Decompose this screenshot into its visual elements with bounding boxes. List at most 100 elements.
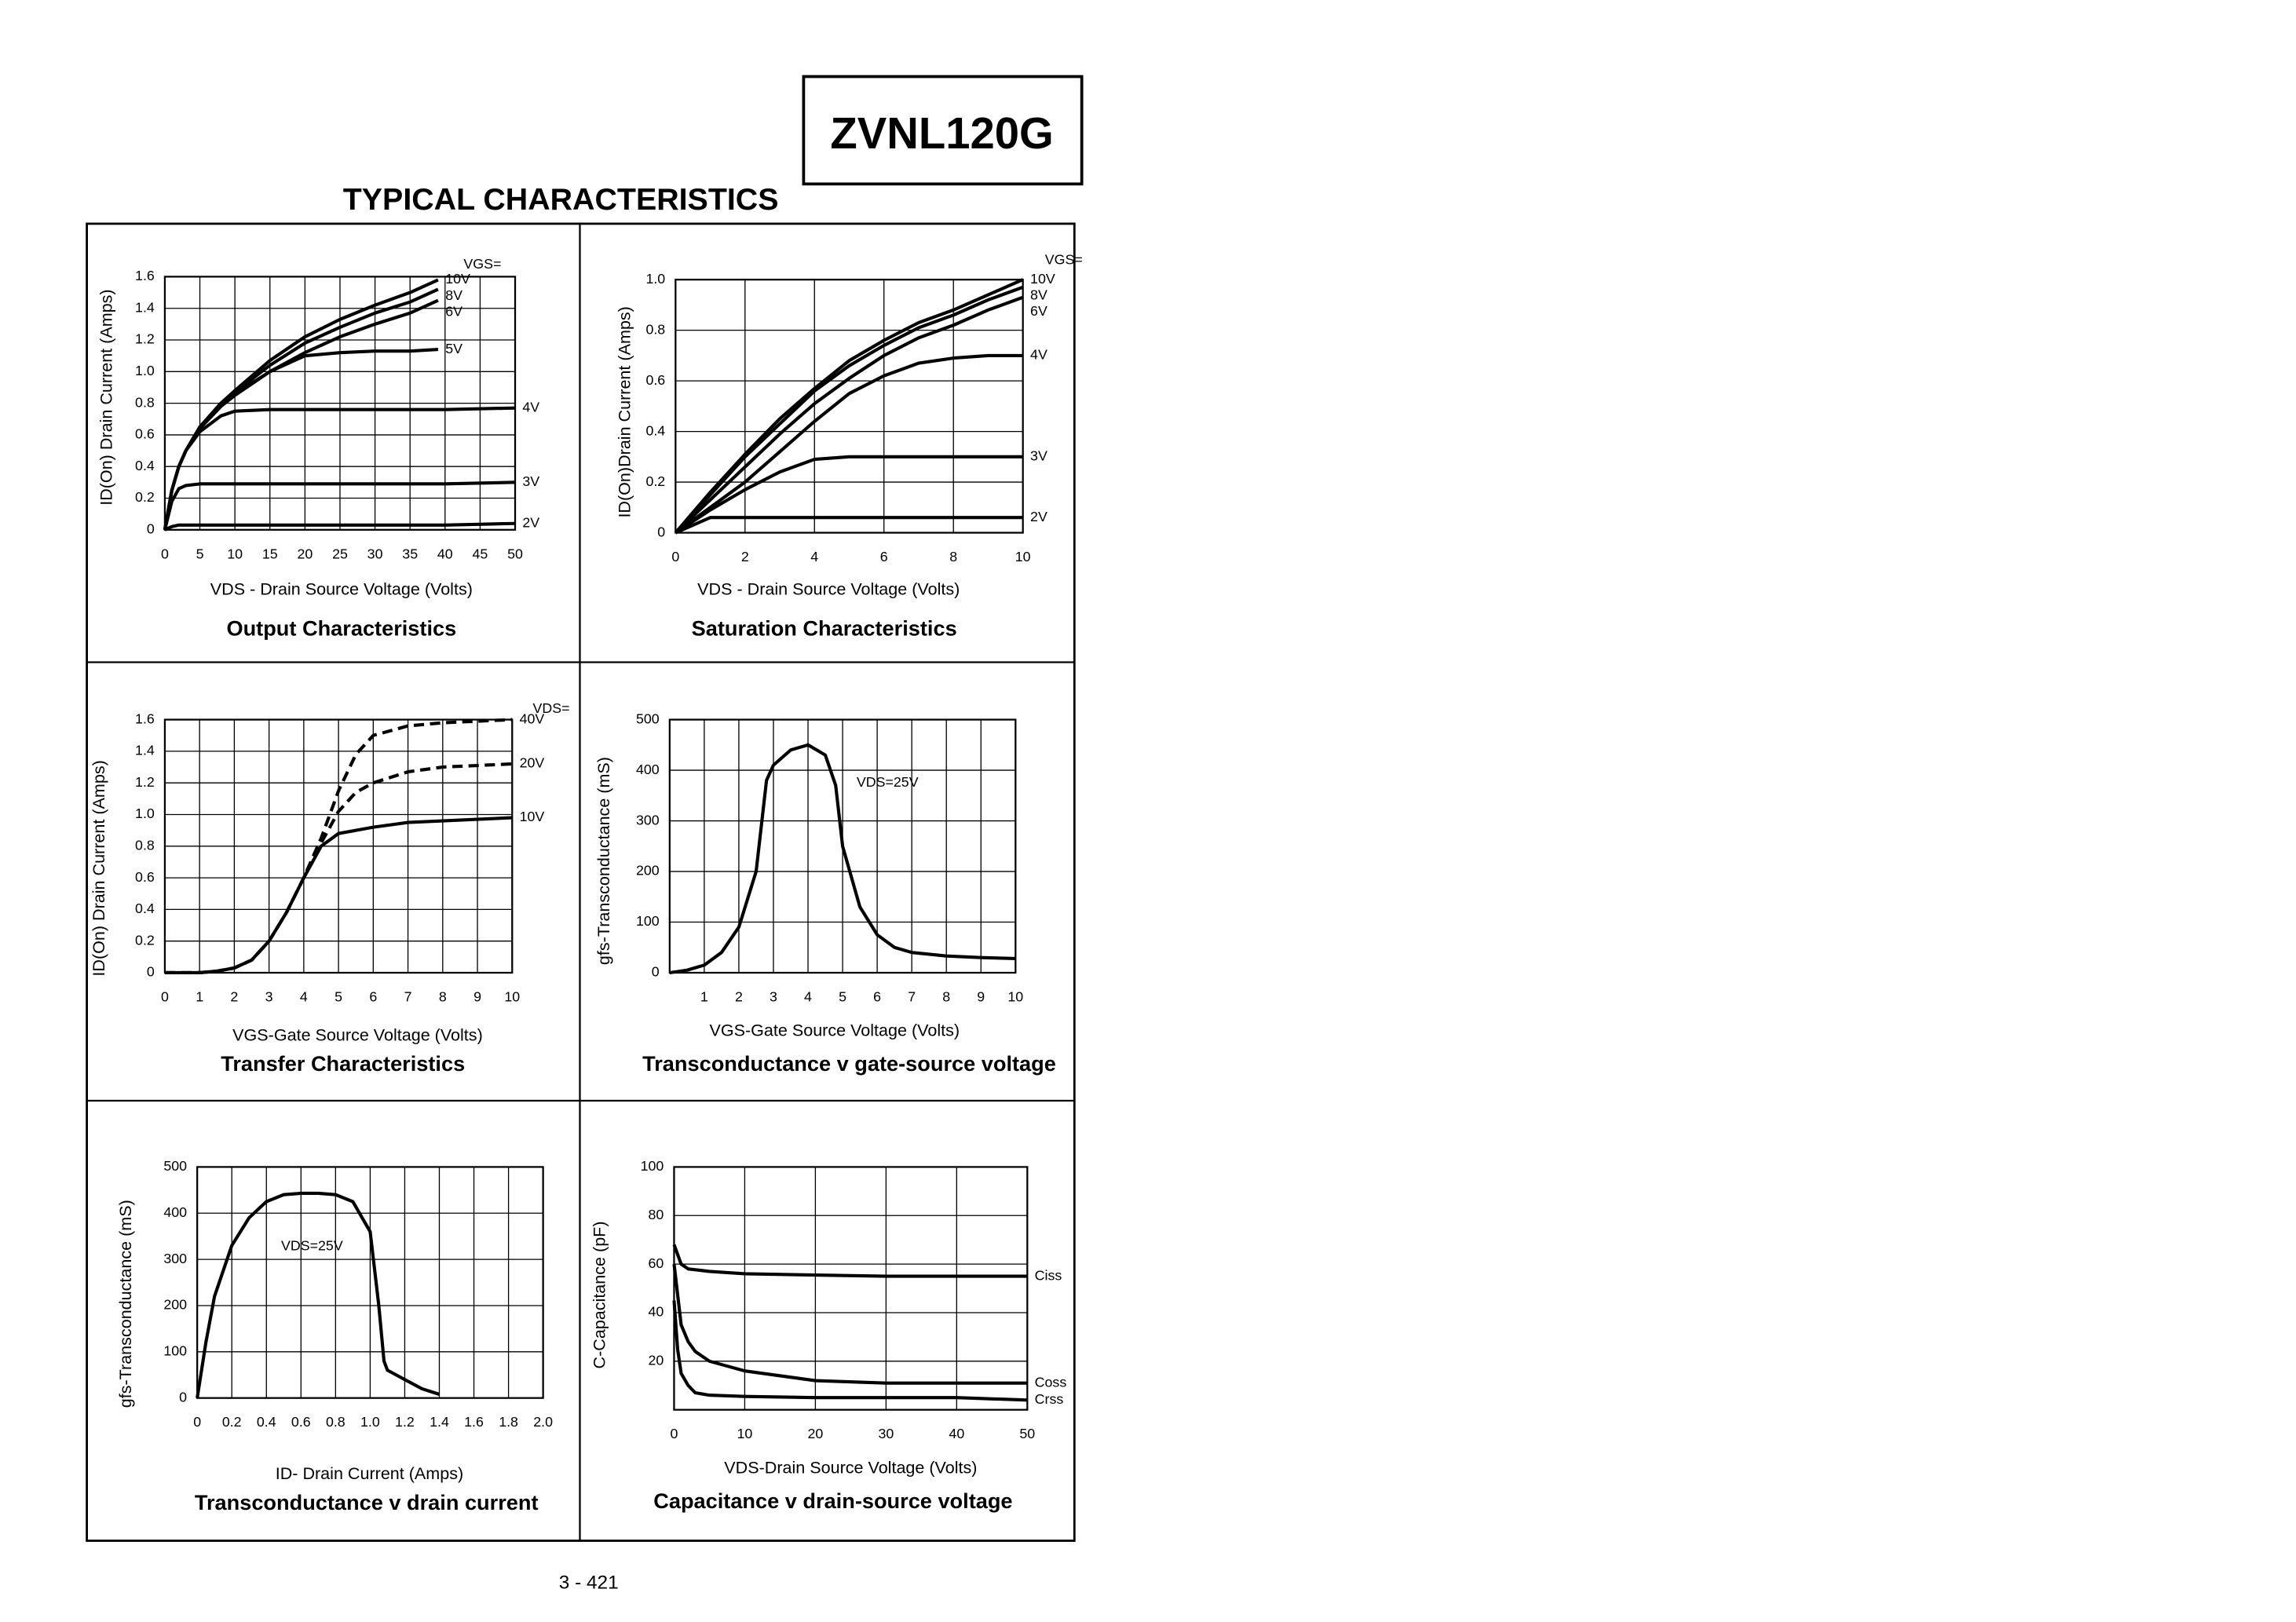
x-tick-label: 1.6 [464,1414,484,1430]
chart-title: Output Characteristics [226,616,456,640]
legend-entry: 2V [1030,509,1047,524]
data-line [674,278,1024,534]
data-line [675,516,1023,535]
y-tick-label: 20 [649,1353,664,1368]
x-tick-label: 10 [227,546,243,561]
part-box [802,75,1084,186]
x-tick-label: 35 [402,546,418,561]
x-tick-label: 6 [369,989,377,1005]
x-tick-label: 2.0 [533,1414,553,1430]
x-tick-label: 5 [839,989,846,1005]
legend-entry: Ciss [1035,1267,1062,1283]
y-tick-label: 0.8 [135,394,155,410]
data-line [675,353,1023,535]
legend-entry: 3V [1030,448,1047,464]
x-tick-label: 10 [1007,989,1023,1005]
y-tick-label: 0.8 [645,321,665,337]
plot-frame [668,718,1017,974]
x-tick-label: 6 [880,549,888,564]
legend-entry: 3V [522,473,539,489]
chart-title: Transconductance v drain current [195,1490,539,1514]
x-tick-label: 1.2 [395,1414,415,1430]
x-tick-label: 9 [473,989,481,1005]
y-tick-label: 300 [636,812,660,827]
x-tick-label: 2 [735,989,743,1005]
plot-frame [163,718,514,974]
x-tick-label: 10 [737,1426,753,1441]
y-tick-label: 100 [636,913,660,929]
legend-entry: 6V [1030,303,1047,319]
y-tick-label: 1.6 [135,711,155,726]
y-tick-label: 1.4 [135,743,155,758]
x-tick-label: 9 [977,989,985,1005]
legend-entry: 4V [522,399,539,415]
x-tick-label: 6 [873,989,881,1005]
data-line [164,521,516,532]
x-tick-label: 50 [1019,1426,1035,1441]
legend-title: VGS= [1045,252,1083,268]
x-tick-label: 4 [804,989,812,1005]
x-tick-label: 30 [878,1426,894,1441]
y-axis-label: gfs-Transconductance (mS) [594,757,613,965]
x-tick-label: 4 [810,549,818,564]
y-tick-label: 500 [636,711,660,726]
y-tick-label: 0.4 [135,901,155,916]
legend-entry: 5V [445,341,462,356]
data-line [675,455,1023,535]
x-tick-label: 10 [1015,549,1031,564]
x-tick-label: 0 [671,1426,678,1441]
x-tick-label: 7 [404,989,412,1005]
y-tick-label: 1.0 [135,363,155,378]
y-tick-label: 0.2 [135,932,155,948]
chart-title: Capacitance v drain-source voltage [653,1489,1012,1513]
x-tick-label: 0 [161,546,169,561]
y-axis-label: ID(On) Drain Current (Amps) [97,289,116,505]
y-tick-label: 80 [649,1207,664,1222]
y-axis-label: ID(On)Drain Current (Amps) [614,306,634,517]
y-tick-label: 0 [179,1389,187,1405]
legend-entry: 10V [520,809,545,824]
y-tick-label: 100 [163,1343,187,1359]
x-tick-label: 0 [161,989,169,1005]
y-tick-label: 0 [147,964,155,980]
y-tick-label: 400 [163,1204,187,1220]
data-line [672,1263,1028,1385]
page-title: TYPICAL CHARACTERISTICS [343,182,779,217]
data-line [163,480,516,531]
y-tick-label: 1.6 [135,268,155,283]
curve-label: VDS=25V [857,774,919,790]
y-tick-label: 0 [657,524,665,539]
legend-entry: 2V [522,514,539,530]
legend-entry: 6V [445,303,462,319]
x-tick-label: 5 [335,989,342,1005]
y-tick-label: 400 [636,762,660,777]
legend-title: VGS= [463,256,501,272]
x-tick-label: 15 [262,546,278,561]
x-tick-label: 8 [949,549,957,564]
x-axis-label: VGS-Gate Source Voltage (Volts) [709,1021,960,1040]
x-tick-label: 0.6 [291,1414,311,1430]
data-line [196,1191,441,1398]
plot-frame [673,1166,1029,1411]
chart-title: Transconductance v gate-source voltage [642,1051,1056,1076]
x-tick-label: 8 [942,989,950,1005]
x-axis-label: VDS - Drain Source Voltage (Volts) [697,579,960,598]
x-tick-label: 2 [230,989,238,1005]
x-tick-label: 0.4 [257,1414,276,1430]
y-tick-label: 0.8 [135,838,155,853]
data-line [669,743,1016,975]
x-axis-label: ID- Drain Current (Amps) [276,1463,463,1483]
y-tick-label: 0.2 [645,473,665,489]
legend-entry: 20V [520,755,545,771]
x-tick-label: 0.2 [222,1414,242,1430]
y-tick-label: 0.6 [645,372,665,388]
y-tick-label: 200 [636,863,660,879]
y-tick-label: 100 [641,1158,664,1174]
x-tick-label: 20 [297,546,313,561]
y-tick-label: 0.4 [135,458,155,473]
y-tick-label: 0.4 [645,422,665,438]
y-tick-label: 40 [649,1304,664,1320]
data-line [672,1244,1028,1278]
x-tick-label: 45 [473,546,488,561]
legend-entry: Coss [1035,1374,1067,1390]
